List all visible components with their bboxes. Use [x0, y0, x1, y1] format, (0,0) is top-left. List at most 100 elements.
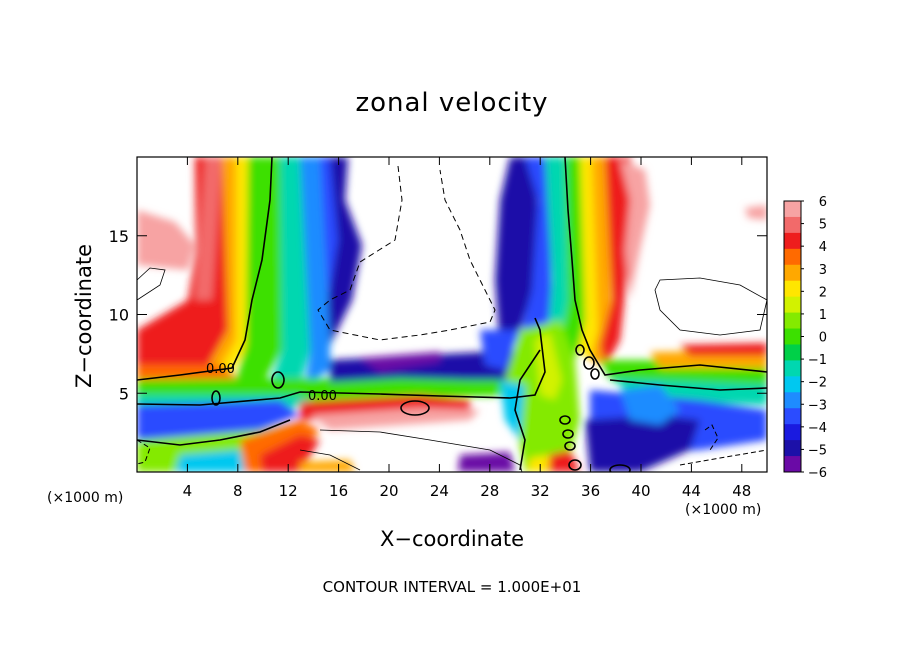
colorbar-tick-label: −4	[808, 421, 827, 436]
contour-zero-center	[514, 349, 541, 471]
x-tick-label: 24	[430, 482, 449, 500]
band-red-rightlayer	[680, 343, 767, 356]
band-blue-center	[480, 330, 520, 370]
colorbar-tick-label: 4	[819, 240, 827, 255]
colorbar-swatch	[784, 392, 801, 409]
band-blue-right	[520, 157, 552, 340]
contour-thin-left	[137, 267, 166, 301]
colorbar-tick-label: −6	[808, 466, 827, 481]
contour-interval-note: CONTOUR INTERVAL = 1.000E+01	[322, 578, 582, 596]
colorbar-swatch	[784, 201, 801, 218]
band-purple-bottom	[458, 452, 515, 472]
colorbar-swatch	[784, 360, 801, 377]
contour-loop-1	[271, 371, 285, 389]
colorbar-swatch	[784, 376, 801, 393]
contour-loop-2	[211, 390, 221, 406]
x-tick-label: 12	[279, 482, 298, 500]
band-yellow-bottomcenter	[528, 455, 550, 472]
x-axis-label: X−coordinate	[380, 527, 524, 551]
contour-zero-rightlow	[609, 379, 767, 391]
band-yellow-left	[218, 157, 250, 372]
band-cyan-low	[175, 450, 245, 472]
contour-label-group: 0.00 0.00	[206, 362, 337, 404]
colorbar-tick-label: −2	[808, 376, 827, 391]
colorbar-swatch	[784, 248, 801, 266]
contour-loop-6	[590, 368, 600, 380]
x-unit-right: (×1000 m)	[685, 502, 762, 518]
band-navy-left	[328, 157, 362, 345]
chart-title: zonal velocity	[355, 88, 549, 118]
contour-loop-10	[568, 459, 582, 471]
band-orange-bottom	[300, 460, 355, 472]
y-tick-label: 15	[109, 227, 129, 246]
contour-label-2: 0.00	[308, 389, 337, 404]
contour-loop-5	[583, 356, 595, 370]
contour-zero-layer	[137, 317, 546, 406]
colorbar-tick-label: −3	[808, 398, 827, 413]
x-tick-label: 44	[682, 482, 701, 500]
colorbar-swatch	[784, 440, 801, 457]
contour-loop-3	[400, 400, 430, 416]
velocity-field	[137, 157, 767, 472]
colorbar-swatch	[784, 456, 801, 473]
colorbar-swatch	[784, 232, 801, 250]
colorbar-swatch	[784, 280, 801, 298]
y-tick-label: 5	[119, 384, 129, 403]
colorbar-swatch	[784, 264, 801, 282]
band-navy-right	[495, 157, 540, 350]
band-blue-layer	[137, 400, 300, 445]
x-tick-label: 40	[631, 482, 650, 500]
band-lightblue-left	[300, 157, 330, 385]
band-pink-rightedge	[745, 205, 767, 220]
colorbar-swatch	[784, 328, 801, 345]
y-tick-label: 10	[109, 306, 129, 325]
x-tick-label: 32	[531, 482, 550, 500]
colorbar-swatch	[784, 216, 801, 234]
band-lightblue-rightlayer	[620, 385, 680, 425]
colorbar-tick-label: 3	[819, 263, 827, 278]
x-tick-label: 8	[233, 482, 243, 500]
band-cyan-center	[500, 380, 525, 440]
contour-dashed-lowleft	[137, 439, 151, 465]
colorbar-tick-label: −1	[808, 353, 827, 368]
band-cyan-left	[270, 157, 310, 385]
contour-thin-right	[654, 277, 767, 336]
contour-loop-11	[609, 464, 631, 472]
band-purple-layer	[360, 352, 440, 372]
colorbar-swatch	[784, 344, 801, 361]
contour-lines	[137, 157, 767, 472]
contour-zero-lowleft	[137, 419, 291, 446]
colorbar-swatch	[784, 296, 801, 314]
y-axis: 5 10 15	[109, 227, 767, 403]
x-tick-label: 28	[480, 482, 499, 500]
band-navy-rightlayer	[585, 415, 700, 472]
contour-dashed-center	[317, 165, 496, 341]
band-pink-midlow	[310, 408, 480, 430]
band-orange-left	[205, 157, 240, 372]
contour-label-1: 0.00	[206, 362, 235, 377]
colorbar-tick-label: 0	[819, 331, 827, 346]
colorbar-tick-label: 6	[819, 195, 827, 210]
x-tick-label: 48	[732, 482, 751, 500]
contour-loop-8	[562, 429, 574, 439]
x-tick-label: 36	[581, 482, 600, 500]
colorbar: 6 5 4 3 2 1 0 −1 −2 −3 −4 −5 −6	[783, 195, 827, 481]
colorbar-tick-label: −5	[808, 443, 827, 458]
band-pink-right	[620, 160, 650, 300]
contour-zero-right	[564, 157, 767, 376]
band-orange-right	[590, 157, 612, 365]
contour-dashed-lowright	[704, 424, 719, 451]
contour-loop-9	[564, 441, 576, 451]
contour-zero-left	[137, 157, 273, 381]
colorbar-tick-label: 5	[819, 218, 827, 233]
band-pink-left	[195, 157, 222, 300]
band-yellow-right	[578, 157, 598, 360]
colorbar-tick-label: 2	[819, 285, 827, 300]
colorbar-swatch	[784, 424, 801, 441]
band-pink-topleft	[137, 210, 195, 270]
contour-dashed-bottomright	[679, 449, 767, 466]
colorbar-swatch	[784, 312, 801, 330]
x-axis: 4 8 12 16 20 24 28 32 36 40 44 48	[183, 157, 751, 500]
band-red-bottomcenter	[545, 450, 580, 472]
